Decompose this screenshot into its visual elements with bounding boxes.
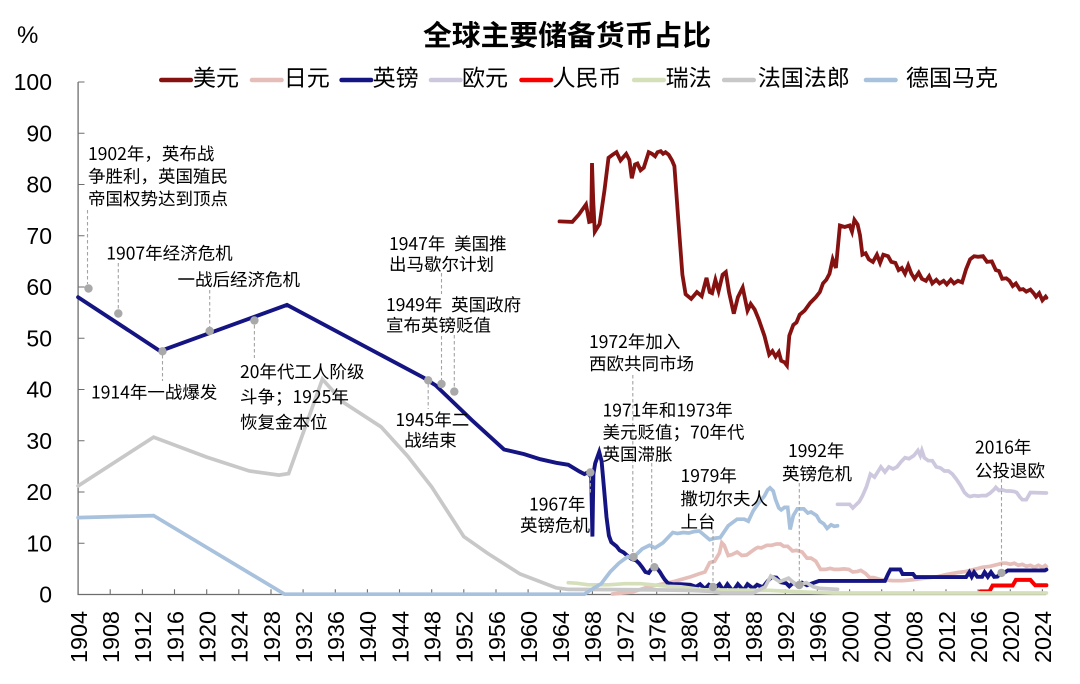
svg-text:1968: 1968 bbox=[580, 611, 606, 663]
svg-text:1960: 1960 bbox=[516, 611, 542, 663]
svg-text:10: 10 bbox=[26, 530, 52, 556]
svg-text:1976: 1976 bbox=[645, 611, 671, 663]
svg-text:2024: 2024 bbox=[1030, 611, 1056, 663]
svg-text:1916: 1916 bbox=[162, 611, 188, 663]
svg-text:1996: 1996 bbox=[805, 611, 831, 663]
svg-text:2012: 2012 bbox=[934, 611, 960, 663]
svg-text:1948: 1948 bbox=[420, 611, 446, 663]
svg-text:1964: 1964 bbox=[548, 611, 574, 663]
svg-text:1912: 1912 bbox=[130, 611, 156, 663]
svg-text:1924: 1924 bbox=[227, 611, 253, 663]
svg-text:1932: 1932 bbox=[291, 611, 317, 663]
svg-text:1988: 1988 bbox=[741, 611, 767, 663]
svg-text:1936: 1936 bbox=[323, 611, 349, 663]
svg-text:1928: 1928 bbox=[259, 611, 285, 663]
svg-text:50: 50 bbox=[26, 325, 52, 351]
svg-text:1920: 1920 bbox=[195, 611, 221, 663]
svg-text:1984: 1984 bbox=[709, 611, 735, 663]
svg-text:90: 90 bbox=[26, 120, 52, 146]
svg-text:1908: 1908 bbox=[98, 611, 124, 663]
svg-text:1980: 1980 bbox=[677, 611, 703, 663]
svg-text:1940: 1940 bbox=[355, 611, 381, 663]
svg-text:1952: 1952 bbox=[452, 611, 478, 663]
svg-text:20: 20 bbox=[26, 479, 52, 505]
svg-text:80: 80 bbox=[26, 172, 52, 198]
svg-text:100: 100 bbox=[14, 69, 52, 95]
svg-text:2008: 2008 bbox=[902, 611, 928, 663]
svg-text:2004: 2004 bbox=[870, 611, 896, 663]
svg-text:2020: 2020 bbox=[998, 611, 1024, 663]
svg-text:1956: 1956 bbox=[484, 611, 510, 663]
svg-text:30: 30 bbox=[26, 428, 52, 454]
svg-text:1904: 1904 bbox=[66, 611, 92, 663]
svg-text:1944: 1944 bbox=[387, 611, 413, 663]
svg-text:1992: 1992 bbox=[773, 611, 799, 663]
svg-text:40: 40 bbox=[26, 377, 52, 403]
svg-text:%: % bbox=[17, 22, 38, 49]
svg-text:2000: 2000 bbox=[837, 611, 863, 663]
svg-text:0: 0 bbox=[39, 582, 52, 608]
svg-text:60: 60 bbox=[26, 274, 52, 300]
svg-text:1972: 1972 bbox=[612, 611, 638, 663]
svg-text:70: 70 bbox=[26, 223, 52, 249]
svg-text:2016: 2016 bbox=[966, 611, 992, 663]
